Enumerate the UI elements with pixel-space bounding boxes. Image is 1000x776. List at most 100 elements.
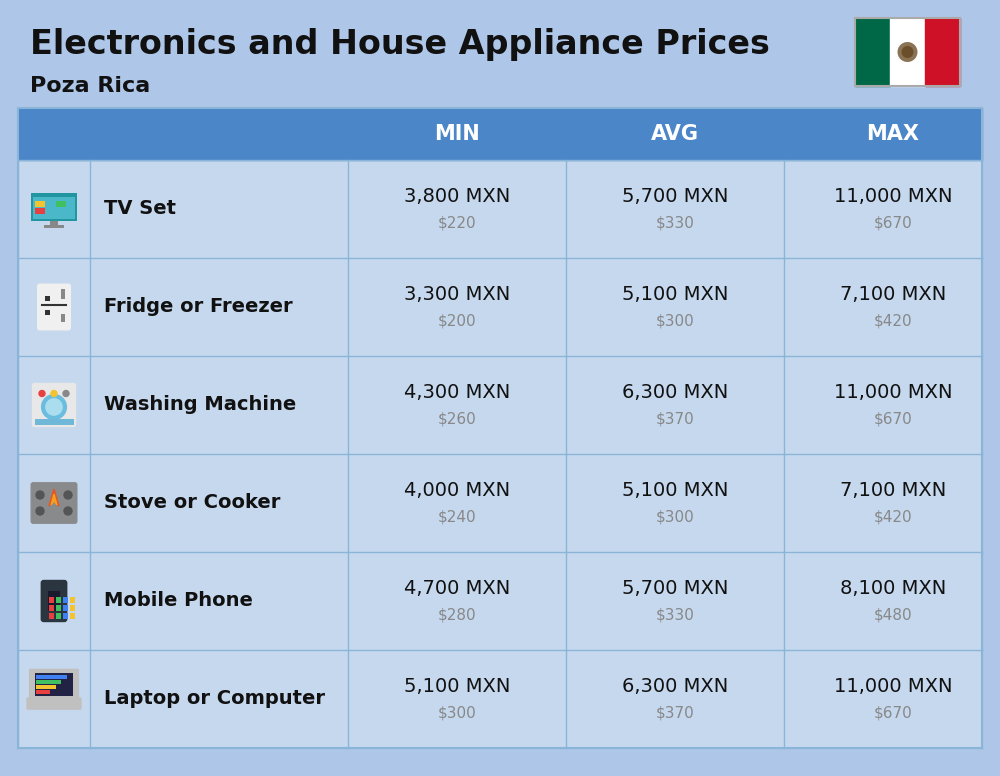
Bar [31,192,77,221]
Circle shape [902,46,914,58]
Bar [70,605,75,611]
Text: 4,300 MXN: 4,300 MXN [404,383,510,403]
Text: Electronics and House Appliance Prices: Electronics and House Appliance Prices [30,28,770,61]
Bar [18,650,982,748]
Polygon shape [49,489,59,506]
Bar [56,201,66,207]
Text: $280: $280 [438,608,476,622]
Bar [36,690,50,694]
FancyBboxPatch shape [38,284,70,330]
Bar [49,605,54,611]
Text: $670: $670 [874,411,912,427]
Bar [61,289,65,299]
Bar [33,196,75,220]
Bar [35,208,45,214]
Text: $670: $670 [874,216,912,230]
Text: $240: $240 [438,510,476,525]
Text: $370: $370 [656,411,694,427]
FancyBboxPatch shape [41,580,67,622]
Circle shape [64,507,72,515]
Circle shape [46,399,62,415]
Bar [925,18,960,86]
Text: 7,100 MXN: 7,100 MXN [840,286,946,304]
Text: AVG: AVG [651,124,699,144]
Text: 8,100 MXN: 8,100 MXN [840,580,946,598]
Bar [56,613,61,618]
FancyBboxPatch shape [32,383,76,427]
Text: 6,300 MXN: 6,300 MXN [622,677,728,697]
Bar [45,310,50,315]
FancyBboxPatch shape [30,670,78,700]
Text: $370: $370 [656,705,694,720]
Bar [18,108,982,748]
Text: $300: $300 [438,705,476,720]
Bar [18,108,982,160]
Text: 4,700 MXN: 4,700 MXN [404,580,510,598]
Bar [36,680,61,684]
Text: 4,000 MXN: 4,000 MXN [404,481,510,501]
Bar [36,675,67,679]
Text: $260: $260 [438,411,476,427]
Text: 3,800 MXN: 3,800 MXN [404,188,510,206]
Text: Washing Machine: Washing Machine [104,396,296,414]
Text: $480: $480 [874,608,912,622]
Bar [44,225,64,228]
Bar [49,613,54,618]
Bar [49,597,54,603]
Bar [63,613,68,618]
Bar [18,258,982,356]
Bar [34,418,74,424]
Text: MAX: MAX [866,124,920,144]
Bar [18,552,982,650]
Bar [48,591,60,611]
Text: 11,000 MXN: 11,000 MXN [834,188,952,206]
Text: $420: $420 [874,510,912,525]
Text: TV Set: TV Set [104,199,176,219]
Bar [45,296,50,301]
Circle shape [36,491,44,499]
Text: Poza Rica: Poza Rica [30,76,150,96]
Polygon shape [51,494,57,505]
Bar [36,685,56,689]
Bar [890,18,925,86]
Bar [56,605,61,611]
Text: 5,700 MXN: 5,700 MXN [622,580,728,598]
Text: $330: $330 [656,216,694,230]
Text: 5,100 MXN: 5,100 MXN [622,481,728,501]
Text: $420: $420 [874,314,912,328]
Text: 6,300 MXN: 6,300 MXN [622,383,728,403]
Text: 5,100 MXN: 5,100 MXN [404,677,510,697]
Text: $330: $330 [656,608,694,622]
Bar [855,18,890,86]
Bar [70,613,75,618]
Bar [18,160,982,258]
Bar [61,314,65,322]
FancyBboxPatch shape [27,698,81,709]
Text: 5,100 MXN: 5,100 MXN [622,286,728,304]
Bar [35,674,73,696]
Text: $200: $200 [438,314,476,328]
Circle shape [42,395,66,419]
Text: Mobile Phone: Mobile Phone [104,591,253,611]
Bar [56,597,61,603]
Circle shape [898,42,918,62]
Text: $300: $300 [656,314,694,328]
Text: 3,300 MXN: 3,300 MXN [404,286,510,304]
Text: 7,100 MXN: 7,100 MXN [840,481,946,501]
Bar [63,597,68,603]
Text: 11,000 MXN: 11,000 MXN [834,677,952,697]
Circle shape [51,390,57,397]
Bar [855,18,960,86]
FancyBboxPatch shape [31,483,77,523]
Circle shape [63,390,69,397]
Bar [18,454,982,552]
Text: $670: $670 [874,705,912,720]
Text: 11,000 MXN: 11,000 MXN [834,383,952,403]
Text: MIN: MIN [434,124,480,144]
Bar [18,356,982,454]
Text: Fridge or Freezer: Fridge or Freezer [104,297,293,317]
Text: $300: $300 [656,510,694,525]
Bar [50,221,58,225]
Bar [35,201,45,207]
Circle shape [64,491,72,499]
